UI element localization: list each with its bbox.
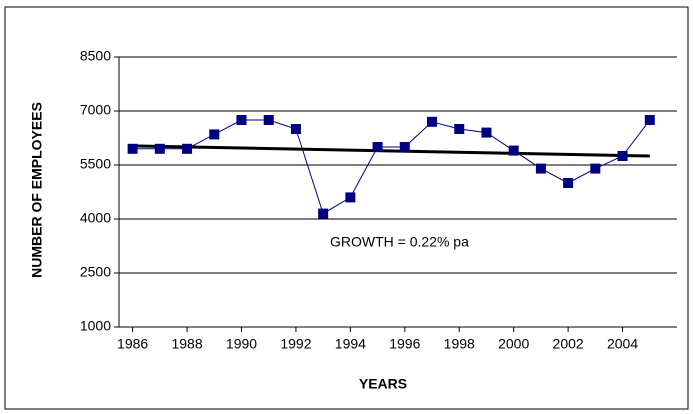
x-tick-label: 1998 (444, 336, 475, 352)
data-marker (454, 124, 465, 134)
data-marker (563, 178, 574, 188)
y-tick-label: 7000 (80, 102, 111, 118)
trend-line (132, 144, 650, 158)
x-tick-label: 1986 (117, 336, 148, 352)
data-marker (535, 163, 546, 174)
data-marker (427, 116, 438, 127)
x-tick-label: 1994 (335, 336, 366, 352)
data-marker (263, 115, 274, 125)
x-tick-label: 1990 (226, 336, 257, 352)
annotation: GROWTH = 0.22% pa (330, 234, 469, 250)
y-tick-label: 2500 (80, 264, 111, 280)
data-marker (154, 143, 165, 154)
data-marker (399, 142, 410, 152)
x-axis-label: YEARS (359, 376, 407, 392)
y-tick-label: 8500 (80, 48, 111, 64)
data-marker (345, 192, 356, 203)
data-marker (127, 143, 138, 154)
y-axis-label: NUMBER OF EMPLOYEES (29, 102, 45, 278)
x-tick-label: 2002 (553, 336, 584, 352)
data-marker (372, 142, 383, 152)
data-marker (617, 151, 628, 161)
data-marker (508, 145, 519, 156)
y-tick-label: 1000 (80, 318, 111, 334)
data-marker (290, 124, 301, 134)
data-marker (644, 115, 655, 125)
y-tick-label: 4000 (80, 210, 111, 226)
data-marker (236, 115, 247, 125)
data-marker (481, 127, 492, 138)
x-tick-label: 2004 (607, 336, 638, 352)
x-tick-label: 1992 (280, 336, 311, 352)
x-tick-label: 1988 (171, 336, 202, 352)
x-tick-label: 1996 (389, 336, 420, 352)
data-marker (318, 208, 329, 219)
y-tick-label: 5500 (80, 156, 111, 172)
x-tick-label: 2000 (498, 336, 529, 352)
data-marker (209, 129, 220, 140)
data-marker (590, 163, 601, 174)
data-marker (182, 143, 193, 154)
